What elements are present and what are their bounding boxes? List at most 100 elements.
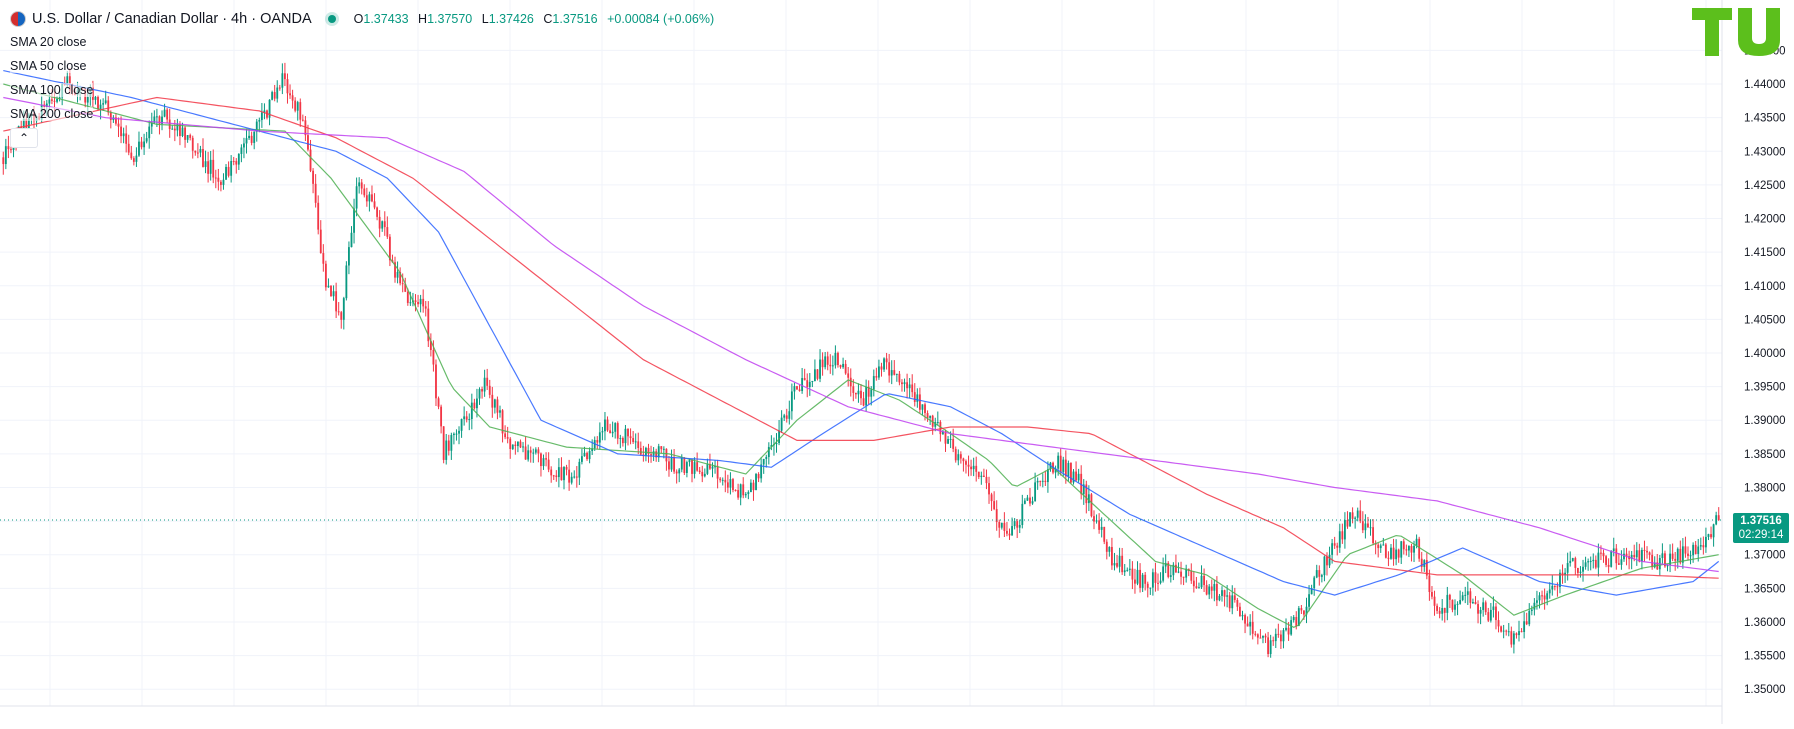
- symbol-title[interactable]: U.S. Dollar / Canadian Dollar · 4h · OAN…: [32, 11, 312, 27]
- candle-body: [1484, 602, 1487, 613]
- candle-body: [470, 402, 473, 419]
- indicator-sma50-legend[interactable]: SMA 50 close: [10, 59, 87, 73]
- candle-body: [435, 364, 437, 399]
- candle-body: [509, 438, 512, 449]
- y-axis-tick-label: 1.42000: [1744, 214, 1786, 226]
- candle-body: [1520, 631, 1523, 633]
- candle-body: [1131, 568, 1134, 580]
- candle-body: [1343, 519, 1346, 540]
- candle-body: [1482, 602, 1485, 610]
- candle-body: [1443, 607, 1446, 613]
- candle-body: [1418, 538, 1421, 559]
- candle-body: [527, 450, 530, 460]
- candle-body: [949, 438, 952, 440]
- candle-body: [1031, 501, 1034, 504]
- candle-body: [1044, 480, 1047, 483]
- candle-body: [240, 147, 243, 154]
- candle-body: [1318, 570, 1321, 577]
- candle-body: [483, 377, 486, 392]
- indicator-sma100-legend[interactable]: SMA 100 close: [10, 83, 94, 97]
- candle-body: [1466, 591, 1469, 595]
- candle-body: [1556, 586, 1559, 588]
- candle-body: [1615, 548, 1618, 564]
- candle-body: [583, 452, 586, 457]
- candle-body: [127, 143, 130, 153]
- candle-body: [1003, 522, 1006, 531]
- candle-body: [1338, 531, 1341, 548]
- y-axis-tick-label: 1.39000: [1744, 415, 1786, 427]
- candle-body: [655, 451, 658, 458]
- y-axis-tick-label: 1.43000: [1744, 146, 1786, 158]
- candle-body: [801, 378, 804, 392]
- candle-body: [404, 283, 407, 292]
- candle-body: [749, 482, 752, 493]
- candle-body: [166, 109, 169, 120]
- candle-body: [1464, 594, 1467, 596]
- candle-body: [1177, 571, 1180, 573]
- indicator-sma20-legend[interactable]: SMA 20 close: [10, 35, 87, 49]
- candle-body: [496, 399, 499, 413]
- candle-body: [319, 229, 322, 254]
- candle-body: [921, 404, 924, 410]
- candle-body: [1146, 583, 1149, 588]
- candle-body: [237, 153, 240, 165]
- candle-body: [1612, 548, 1615, 552]
- candle-body: [785, 415, 788, 419]
- candle-body: [1185, 568, 1188, 578]
- candle-body: [1541, 595, 1543, 597]
- candle-body: [348, 247, 350, 266]
- candle-body: [1103, 526, 1106, 542]
- candle-body: [793, 386, 796, 392]
- candle-body: [450, 435, 453, 451]
- candle-body: [1446, 594, 1449, 613]
- candle-body: [709, 464, 711, 469]
- candle-body: [657, 446, 660, 458]
- candle-body: [253, 131, 256, 143]
- sma-line-3: [3, 96, 1719, 579]
- candle-body: [698, 470, 701, 472]
- candle-body: [363, 188, 366, 196]
- candle-body: [1584, 562, 1587, 567]
- candle-body: [447, 440, 450, 451]
- last-price-value: 1.37516: [1740, 515, 1782, 528]
- candle-body: [173, 128, 176, 131]
- candle-body: [783, 415, 786, 418]
- candle-body: [650, 454, 652, 456]
- candle-body: [1057, 455, 1060, 469]
- candle-body: [273, 92, 276, 99]
- candle-body: [1561, 572, 1564, 575]
- candle-body: [1075, 471, 1077, 481]
- candle-body: [934, 422, 937, 427]
- candle-body: [1208, 586, 1211, 595]
- candle-body: [1315, 570, 1318, 578]
- candle-body: [1070, 463, 1072, 483]
- candle-body: [1141, 574, 1144, 588]
- candle-body: [1640, 549, 1643, 562]
- candle-body: [540, 453, 542, 467]
- candle-body: [1006, 530, 1008, 534]
- candle-body: [1405, 549, 1408, 551]
- candle-body: [632, 438, 635, 442]
- sma-line-4: [3, 96, 1719, 573]
- candle-body: [1256, 634, 1259, 638]
- candle-body: [1213, 584, 1216, 591]
- candle-body: [1290, 620, 1293, 635]
- candle-body: [1105, 541, 1108, 552]
- candle-body: [683, 458, 686, 473]
- candle-body: [1717, 515, 1720, 521]
- indicator-sma200-legend[interactable]: SMA 200 close: [10, 107, 94, 121]
- candle-body: [1377, 544, 1380, 549]
- candle-body: [1205, 585, 1208, 595]
- candle-body: [737, 490, 740, 498]
- collapse-legend-button[interactable]: ⌃: [10, 128, 38, 148]
- candle-body: [340, 312, 343, 320]
- candle-body: [414, 300, 417, 303]
- open-value: 1.37433: [363, 12, 409, 26]
- candle-body: [752, 482, 755, 491]
- candle-body: [1172, 564, 1175, 576]
- candle-body: [970, 466, 973, 470]
- candle-body: [744, 494, 747, 496]
